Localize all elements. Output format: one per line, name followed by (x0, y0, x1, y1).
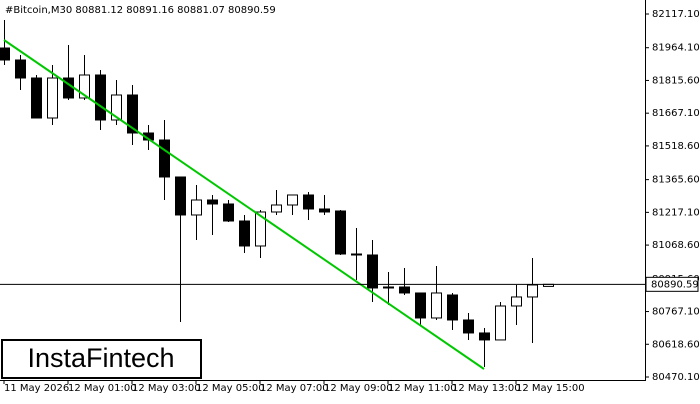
candle-body (399, 286, 410, 294)
candle-body (79, 74, 90, 99)
candle-body (47, 77, 58, 119)
logo-box (1, 339, 202, 379)
candle-body (351, 253, 362, 256)
y-tick-label: 82117.10 (652, 9, 700, 20)
candle-body (127, 94, 138, 134)
candle-body (447, 294, 458, 321)
candle-body (175, 176, 186, 216)
candle-body (527, 284, 538, 298)
y-tick-label: 80470.10 (652, 372, 700, 383)
y-tick-label: 81518.60 (652, 141, 700, 152)
candle-body (31, 77, 42, 119)
candle-body (111, 94, 122, 121)
candle-body (287, 194, 298, 206)
y-tick-label: 81365.60 (652, 175, 700, 186)
y-tick-label: 80618.60 (652, 339, 700, 350)
candle-body (303, 194, 314, 210)
trendline (3, 39, 485, 370)
logo: InstaFintech (27, 343, 174, 373)
candle-body (431, 292, 442, 319)
x-tick-label: 12 May 15:00 (516, 383, 585, 394)
x-tick-label: 12 May 11:00 (388, 383, 457, 394)
candle-body (223, 203, 234, 222)
x-tick-label: 12 May 01:00 (68, 383, 137, 394)
y-tick-label: 81667.10 (652, 108, 700, 119)
candle-body (0, 47, 10, 61)
x-tick-label: 12 May 05:00 (196, 383, 265, 394)
candle-body (479, 332, 490, 341)
candle-body (415, 292, 426, 319)
candle-body (95, 74, 106, 121)
candle-body (463, 319, 474, 334)
plot (0, 19, 554, 370)
candle-body (271, 204, 282, 213)
candle-body (255, 211, 266, 247)
y-tick-label: 81964.10 (652, 43, 700, 54)
y-tick-label: 81068.60 (652, 240, 700, 251)
candle-body (191, 199, 202, 216)
candle-body (495, 305, 506, 341)
candle-body (239, 220, 250, 247)
candle-body (319, 208, 330, 213)
candle-body (207, 199, 218, 205)
x-tick-label: 12 May 07:00 (260, 383, 329, 394)
chart-title: #Bitcoin,M30 80881.12 80891.16 80881.07 … (5, 5, 276, 16)
candle-body (383, 286, 394, 289)
last-price-label: 80890.59 (651, 279, 699, 290)
x-tick-label: 11 May 2026 (4, 383, 69, 394)
candle-body (511, 296, 522, 307)
y-tick-label: 80767.10 (652, 307, 700, 318)
y-tick-label: 81217.10 (652, 207, 700, 218)
x-tick-label: 12 May 09:00 (324, 383, 393, 394)
candle-body (15, 59, 26, 79)
candle-body (367, 254, 378, 289)
candle-body (335, 210, 346, 255)
x-tick-label: 12 May 03:00 (132, 383, 201, 394)
x-tick-label: 12 May 13:00 (452, 383, 521, 394)
y-tick-label: 81815.60 (652, 75, 700, 86)
candle-body (159, 139, 170, 178)
last-price-box (645, 276, 699, 292)
